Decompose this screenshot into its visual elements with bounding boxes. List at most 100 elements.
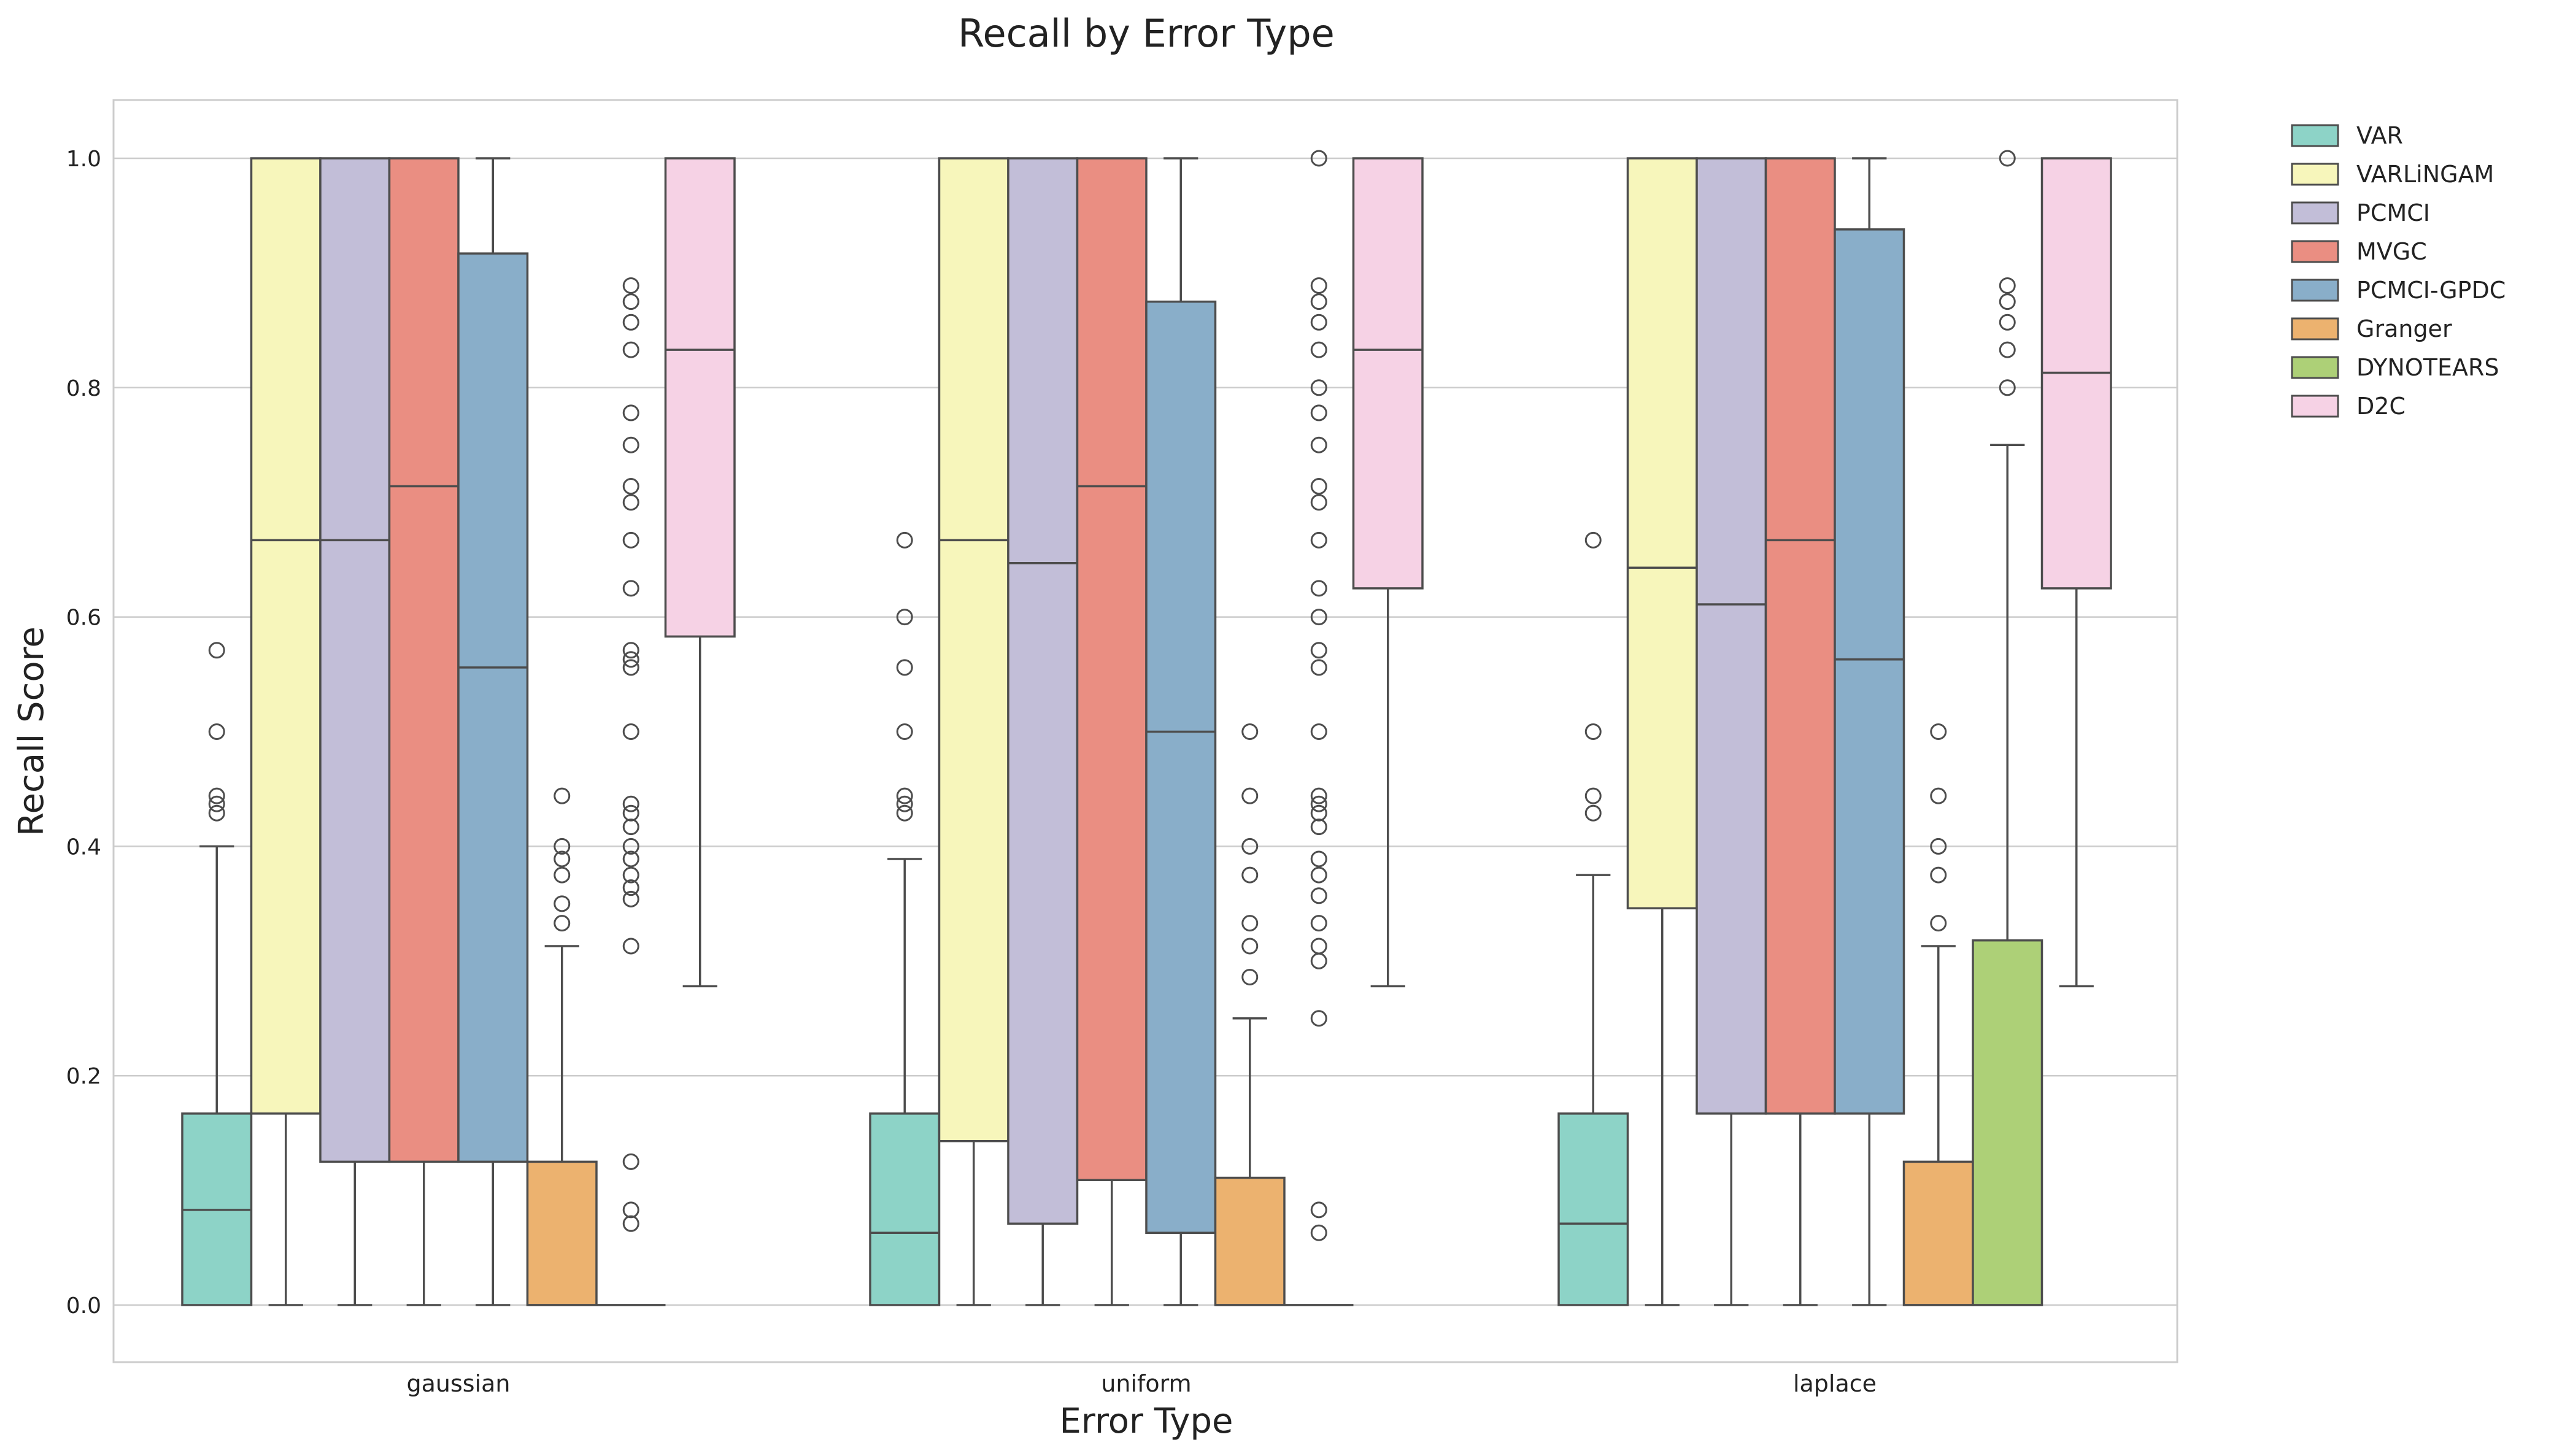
outlier-point bbox=[1310, 819, 1327, 836]
outlier-point bbox=[1999, 150, 2016, 167]
outlier-point bbox=[1310, 915, 1327, 932]
legend-item-pcmci: PCMCI bbox=[2291, 199, 2430, 226]
outlier-point bbox=[554, 895, 571, 912]
outlier-point bbox=[1310, 938, 1327, 955]
outlier-point bbox=[1310, 804, 1327, 822]
outlier-point bbox=[208, 642, 225, 659]
outlier-point bbox=[1241, 787, 1259, 804]
box-varlingam bbox=[938, 157, 1009, 1142]
legend-label: VARLiNGAM bbox=[2356, 161, 2494, 188]
outlier-point bbox=[1310, 379, 1327, 396]
box-pcmci-gpdc bbox=[1145, 300, 1217, 1235]
legend-item-var: VAR bbox=[2291, 122, 2403, 149]
outlier-point bbox=[1930, 723, 1947, 740]
x-tick-label: gaussian bbox=[406, 1370, 510, 1397]
outlier-point bbox=[208, 804, 225, 822]
outlier-point bbox=[1999, 277, 2016, 294]
outlier-point bbox=[622, 890, 639, 907]
outlier-point bbox=[896, 723, 913, 740]
x-axis-label: Error Type bbox=[1060, 1401, 1233, 1441]
outlier-point bbox=[622, 293, 639, 310]
y-tick-label: 1.0 bbox=[66, 147, 101, 172]
outlier-point bbox=[1310, 723, 1327, 740]
box-granger bbox=[1902, 1160, 1974, 1306]
y-tick-label: 0.4 bbox=[66, 834, 101, 860]
outlier-point bbox=[622, 580, 639, 597]
outlier-point bbox=[1310, 659, 1327, 676]
outlier-point bbox=[622, 659, 639, 676]
outlier-point bbox=[1310, 787, 1327, 804]
outlier-point bbox=[1310, 531, 1327, 549]
outlier-point bbox=[1999, 379, 2016, 396]
outlier-point bbox=[896, 659, 913, 676]
legend-swatch bbox=[2291, 163, 2339, 186]
legend-swatch bbox=[2291, 317, 2339, 341]
box-mvgc bbox=[1764, 157, 1836, 1115]
legend-swatch bbox=[2291, 395, 2339, 418]
legend-item-varlingam: VARLiNGAM bbox=[2291, 161, 2494, 188]
box-mvgc bbox=[1076, 157, 1148, 1182]
box-pcmci bbox=[1696, 157, 1767, 1115]
outlier-point bbox=[622, 1215, 639, 1232]
x-tick-label: uniform bbox=[1101, 1370, 1191, 1397]
y-tick-label: 0.6 bbox=[66, 606, 101, 631]
outlier-point bbox=[208, 723, 225, 740]
box-groups bbox=[181, 150, 2112, 1306]
outlier-point bbox=[896, 795, 913, 812]
outlier-point bbox=[1584, 804, 1602, 822]
outlier-point bbox=[1310, 277, 1327, 294]
outlier-point bbox=[1241, 723, 1259, 740]
y-tick-labels: 0.0 0.2 0.4 0.6 0.8 1.0 bbox=[66, 147, 101, 1319]
legend-label: PCMCI bbox=[2356, 199, 2430, 226]
outlier-point bbox=[622, 341, 639, 358]
outlier-point bbox=[1310, 580, 1327, 597]
box-dynotears bbox=[1972, 939, 2043, 1306]
outlier-point bbox=[896, 804, 913, 822]
legend-item-dynotears: DYNOTEARS bbox=[2291, 354, 2499, 381]
outlier-point bbox=[1310, 404, 1327, 422]
outlier-point bbox=[1310, 795, 1327, 812]
box-granger bbox=[526, 1160, 598, 1306]
legend-swatch bbox=[2291, 356, 2339, 379]
legend-label: VAR bbox=[2356, 122, 2403, 149]
y-tick-label: 0.8 bbox=[66, 376, 101, 401]
outlier-point bbox=[622, 723, 639, 740]
y-tick-label: 0.0 bbox=[66, 1293, 101, 1319]
legend-swatch bbox=[2291, 279, 2339, 302]
outlier-point bbox=[554, 915, 571, 932]
box-granger bbox=[1214, 1176, 1286, 1306]
legend-label: D2C bbox=[2356, 393, 2406, 420]
outlier-point bbox=[622, 879, 639, 896]
outlier-point bbox=[1930, 838, 1947, 855]
outlier-point bbox=[1584, 787, 1602, 804]
legend-item-mvgc: MVGC bbox=[2291, 238, 2427, 265]
box-pcmci bbox=[319, 157, 391, 1163]
box-pcmci-gpdc bbox=[457, 252, 529, 1163]
outlier-point bbox=[1310, 341, 1327, 358]
outlier-point bbox=[896, 787, 913, 804]
outlier-point bbox=[622, 404, 639, 422]
outlier-point bbox=[1999, 314, 2016, 331]
outlier-point bbox=[1999, 341, 2016, 358]
outlier-point bbox=[622, 436, 639, 453]
box-group-gaussian bbox=[181, 157, 736, 1306]
outlier-point bbox=[622, 795, 639, 812]
outlier-point bbox=[1310, 478, 1327, 495]
outlier-point bbox=[622, 651, 639, 668]
outlier-point bbox=[1310, 293, 1327, 310]
outlier-point bbox=[208, 787, 225, 804]
outlier-point bbox=[622, 642, 639, 659]
outlier-point bbox=[1310, 1010, 1327, 1027]
box-varlingam bbox=[1626, 157, 1698, 910]
legend-label: MVGC bbox=[2356, 238, 2427, 265]
chart-title: Recall by Error Type bbox=[958, 11, 1335, 56]
outlier-point bbox=[1310, 314, 1327, 331]
x-tick-labels: gaussian uniform laplace bbox=[406, 1370, 1877, 1397]
outlier-point bbox=[622, 531, 639, 549]
outlier-point bbox=[1930, 787, 1947, 804]
outlier-point bbox=[554, 787, 571, 804]
outlier-point bbox=[1310, 436, 1327, 453]
outlier-point bbox=[896, 609, 913, 626]
outlier-point bbox=[622, 866, 639, 884]
outlier-point bbox=[554, 850, 571, 868]
